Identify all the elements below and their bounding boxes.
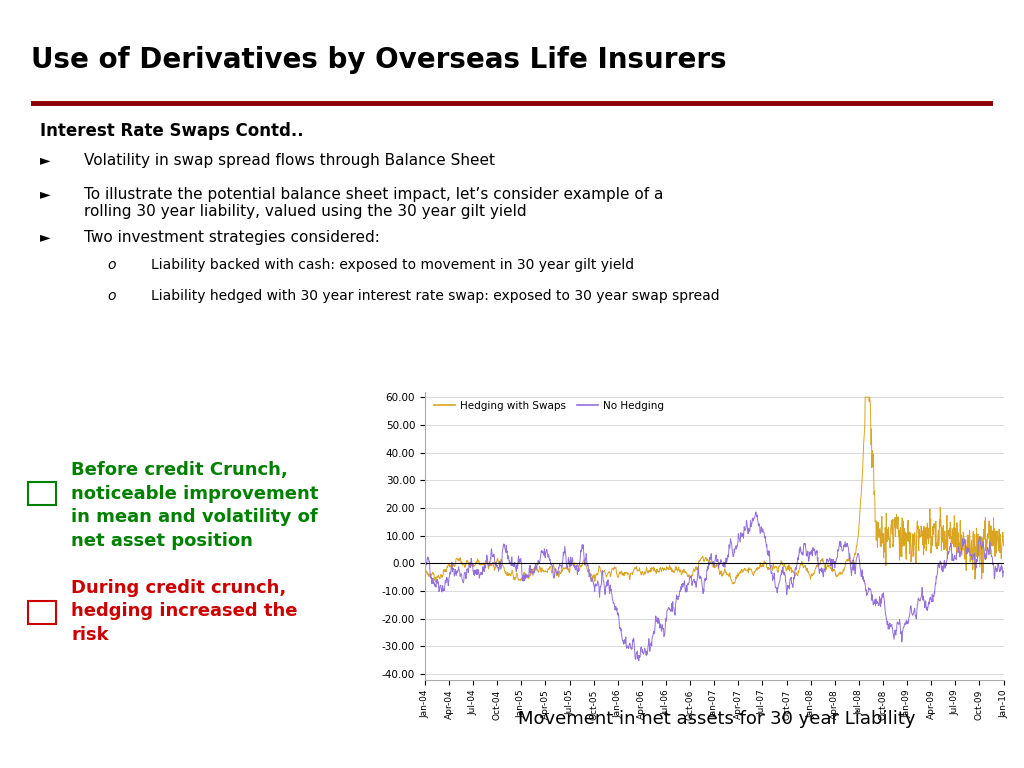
Text: Volatility in swap spread flows through Balance Sheet: Volatility in swap spread flows through … xyxy=(84,153,495,168)
Bar xyxy=(29,601,55,624)
Text: ►: ► xyxy=(40,230,51,243)
Text: Liability backed with cash: exposed to movement in 30 year gilt yield: Liability backed with cash: exposed to m… xyxy=(152,258,634,272)
No Hedging xyxy=(419,564,431,574)
Line: Hedging with Swaps: Hedging with Swaps xyxy=(425,397,1004,584)
Text: To illustrate the potential balance sheet impact, let’s consider example of a
ro: To illustrate the potential balance shee… xyxy=(84,187,663,220)
Hedging with Swaps xyxy=(727,580,739,589)
Text: o: o xyxy=(108,290,117,303)
No Hedging xyxy=(649,611,662,621)
Hedging with Swaps xyxy=(842,555,854,564)
Hedging with Swaps xyxy=(785,568,798,577)
Text: Movement in net assets for 30 year Liability: Movement in net assets for 30 year Liabi… xyxy=(518,710,915,728)
Hedging with Swaps xyxy=(979,513,991,522)
Hedging with Swaps xyxy=(419,566,431,575)
Text: o: o xyxy=(108,258,117,272)
Hedging with Swaps xyxy=(878,553,890,562)
Line: No Hedging: No Hedging xyxy=(425,512,1004,660)
Legend: Hedging with Swaps, No Hedging: Hedging with Swaps, No Hedging xyxy=(430,397,668,415)
Text: ►: ► xyxy=(40,153,51,167)
Text: Two investment strategies considered:: Two investment strategies considered: xyxy=(84,230,380,245)
No Hedging xyxy=(878,591,890,601)
Hedging with Swaps xyxy=(859,392,871,402)
Text: Before credit Crunch,
noticeable improvement
in mean and volatility of
net asset: Before credit Crunch, noticeable improve… xyxy=(71,461,318,550)
No Hedging xyxy=(997,567,1010,576)
No Hedging xyxy=(786,581,799,590)
Text: Liability hedged with 30 year interest rate swap: exposed to 30 year swap spread: Liability hedged with 30 year interest r… xyxy=(152,290,720,303)
No Hedging xyxy=(842,541,854,550)
Bar xyxy=(29,482,55,505)
No Hedging xyxy=(750,508,762,517)
Hedging with Swaps xyxy=(716,571,728,581)
Text: Use of Derivatives by Overseas Life Insurers: Use of Derivatives by Overseas Life Insu… xyxy=(31,46,726,74)
No Hedging xyxy=(633,656,645,665)
Text: During credit crunch,
hedging increased the
risk: During credit crunch, hedging increased … xyxy=(71,579,298,644)
Text: ►: ► xyxy=(40,187,51,201)
No Hedging xyxy=(979,555,991,564)
Hedging with Swaps xyxy=(649,567,662,576)
No Hedging xyxy=(716,560,728,569)
Text: Interest Rate Swaps Contd..: Interest Rate Swaps Contd.. xyxy=(40,121,304,140)
Hedging with Swaps xyxy=(997,541,1010,550)
